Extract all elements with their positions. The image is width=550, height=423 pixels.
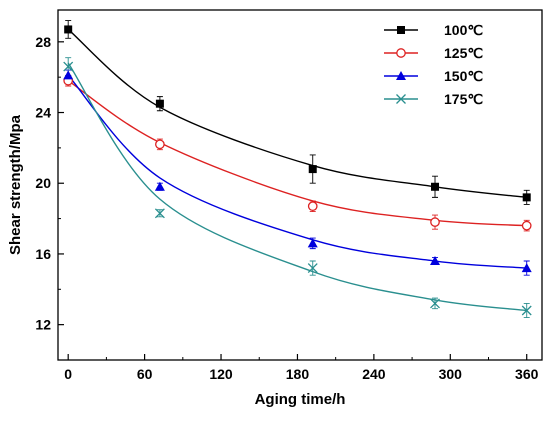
y-tick-label: 24 <box>35 105 51 121</box>
series-2-fit-line <box>67 74 527 269</box>
series-0-marker <box>308 165 317 174</box>
series-1-marker <box>430 217 440 227</box>
series-0-fit-line <box>67 28 527 199</box>
series-2-marker <box>521 263 532 273</box>
y-axis-label: Shear strength/Mpa <box>7 114 24 255</box>
series-1-marker <box>521 220 532 231</box>
legend-label: 175℃ <box>444 91 483 107</box>
y-tick-label: 28 <box>35 34 51 50</box>
series-3-marker <box>154 208 165 219</box>
error-bars <box>65 20 530 319</box>
series-0-marker <box>522 193 531 202</box>
series-2-marker <box>396 71 406 80</box>
series-0-marker <box>431 182 440 191</box>
x-tick-label: 0 <box>64 366 72 382</box>
x-tick-label: 360 <box>515 366 539 382</box>
series-3-marker <box>396 94 406 104</box>
series-1-marker <box>155 139 165 150</box>
series-0-marker <box>155 99 164 108</box>
series-3-marker <box>63 61 74 72</box>
series-3-marker <box>307 263 318 274</box>
x-axis-label: Aging time/h <box>255 391 346 408</box>
x-tick-label: 240 <box>362 366 386 382</box>
x-tick-label: 300 <box>439 366 463 382</box>
series-3-fit-line <box>67 62 527 312</box>
series-2-marker <box>307 238 318 248</box>
x-tick-label: 120 <box>209 366 233 382</box>
x-tick-label: 180 <box>286 366 310 382</box>
series-1-marker <box>396 48 406 58</box>
series-3-marker <box>430 298 440 309</box>
series-2-marker <box>154 181 165 191</box>
y-tick-label: 16 <box>35 246 51 262</box>
series-0-marker <box>64 25 73 34</box>
plot-frame <box>57 9 543 361</box>
y-tick-label: 20 <box>35 175 51 191</box>
series-2-marker <box>63 70 74 80</box>
legend-label: 125℃ <box>444 45 483 61</box>
legend: 100℃ 125℃ 150℃ 175℃ <box>384 22 483 107</box>
x-tick-label: 60 <box>137 366 153 382</box>
series-1-marker <box>307 201 318 212</box>
axis-ticks: 0 60 120 180 240 300 360 12 16 20 24 28 <box>35 34 538 382</box>
series-3-marker <box>521 305 532 316</box>
series-0-marker <box>397 26 405 34</box>
data-markers <box>63 25 532 316</box>
series-2-marker <box>430 256 441 266</box>
y-tick-label: 12 <box>35 317 51 333</box>
legend-label: 150℃ <box>444 68 483 84</box>
legend-label: 100℃ <box>444 22 483 38</box>
